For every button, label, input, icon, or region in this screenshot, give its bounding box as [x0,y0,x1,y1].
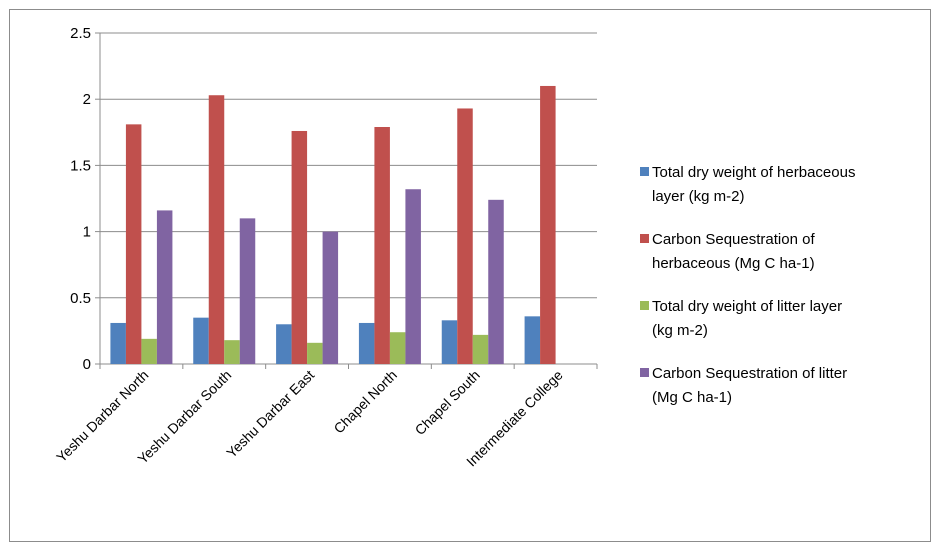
bar [224,340,240,364]
legend-swatch [640,301,649,310]
bar [488,199,504,364]
bar [276,324,292,364]
x-category-label: Yeshu Darbar North [53,367,151,465]
y-tick-label: 2.5 [70,25,91,42]
y-tick-label: 1.5 [70,157,91,174]
bar [291,130,308,364]
bar [540,85,556,365]
y-tick-label: 0.5 [70,290,91,307]
legend-entry: Total dry weight of litter layer (kg m-2) [652,298,842,339]
legend-entry: Carbon Sequestration of litter (Mg C ha-1… [652,365,847,406]
legend-swatch [640,167,649,176]
bar [156,210,173,364]
y-tick-label: 2 [83,91,91,108]
bar [322,231,339,364]
bar [141,338,157,364]
bar [193,317,209,364]
bar [239,218,256,364]
bar [389,332,406,364]
bar [374,127,390,364]
y-tick-label: 1 [83,224,91,241]
bar [358,322,375,364]
x-category-label: Yeshu Darbar South [134,367,234,467]
bar [208,95,225,364]
x-category-label: Yeshu Darbar East [223,367,317,461]
bar [472,334,489,364]
bar [405,189,421,364]
legend-entry: Carbon Sequestration of herbaceous (Mg C … [652,231,815,272]
x-category-label: Chapel South [412,367,483,438]
bar [307,342,323,364]
legend-entry: Total dry weight of herbaceous layer (kg … [652,164,855,205]
bar [524,316,541,364]
bar [125,124,142,364]
bar [441,320,458,364]
bar [457,108,473,364]
x-category-label: Chapel North [330,367,400,437]
y-tick-label: 0 [83,356,91,373]
legend-swatch [640,368,649,377]
legend-swatch [640,234,649,243]
bar [110,322,126,364]
